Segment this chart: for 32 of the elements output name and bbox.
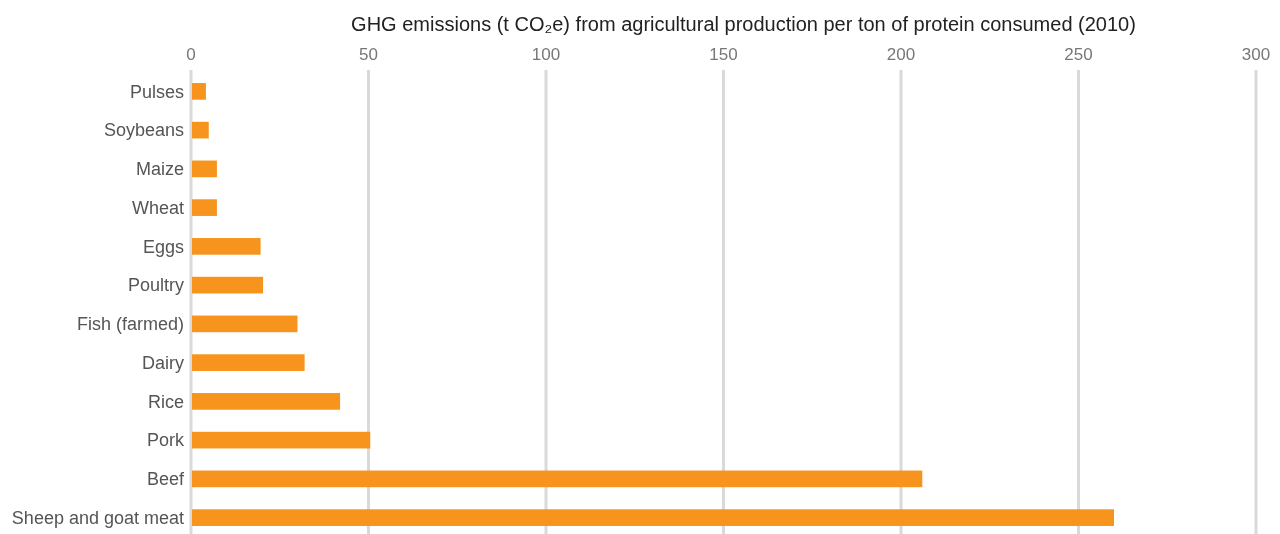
bar [192,315,298,333]
y-tick-label: Soybeans [103,120,184,141]
y-tick-label: Pulses [129,81,184,102]
y-tick-label: Pork [146,430,185,451]
bar [192,354,305,371]
x-tick-label: 50 [359,45,378,64]
y-tick-label: Beef [146,469,185,490]
bar [192,121,209,139]
chart-title: GHG emissions (t CO₂e) from agricultural production per ton of protein consumed (2010) [351,13,1136,35]
y-tick-label: Maize [135,159,184,180]
bar [192,83,206,100]
x-tick-label: 200 [886,45,916,64]
bar [192,431,371,449]
x-tick-label: 150 [709,45,738,64]
y-tick-label: Eggs [142,236,184,257]
y-tick-label: Fish (farmed) [76,314,184,335]
y-tick-label: Poultry [127,275,184,296]
bar [192,160,217,178]
bar [192,238,261,255]
y-tick-label: Sheep and goat meat [11,507,184,528]
x-tick-label: 0 [186,45,196,64]
bar [192,470,923,488]
y-tick-label: Wheat [131,197,184,218]
bar [192,393,341,410]
bar [192,509,1114,526]
y-tick-label: Rice [147,391,184,412]
bar [192,276,264,294]
bar [192,199,217,216]
x-tick-label: 300 [1241,45,1271,64]
x-tick-label: 100 [531,45,561,64]
x-tick-label: 250 [1064,45,1093,64]
y-tick-label: Dairy [141,352,184,373]
